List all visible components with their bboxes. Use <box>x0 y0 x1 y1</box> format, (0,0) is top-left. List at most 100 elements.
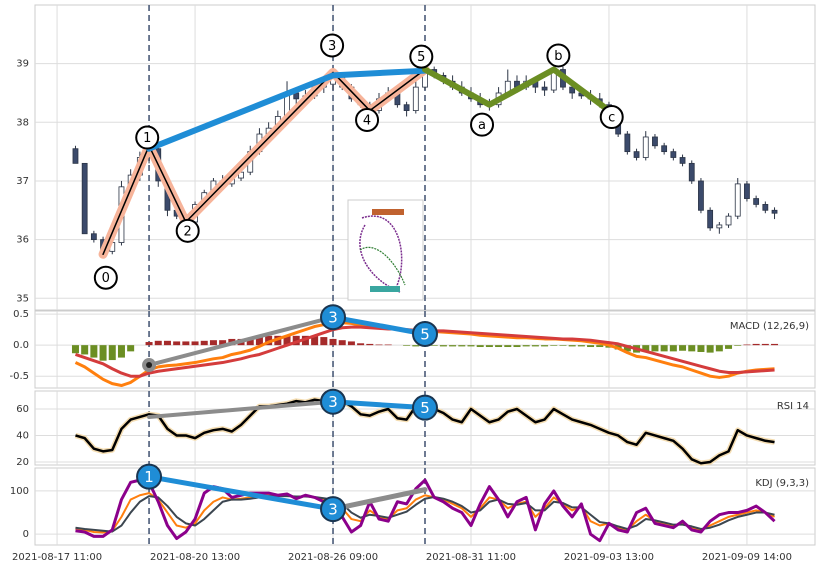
histogram-bar <box>163 340 171 346</box>
series-line <box>75 478 776 543</box>
candle-body <box>734 183 741 217</box>
histogram-bar <box>587 345 595 348</box>
histogram-bar <box>485 345 493 348</box>
histogram-bar <box>200 340 208 346</box>
wave-label: 3 <box>328 39 336 54</box>
wave-line <box>422 66 612 114</box>
wave-line <box>330 399 428 411</box>
y-tick-label: 0 <box>23 529 29 540</box>
y-tick-label: 60 <box>16 404 29 415</box>
wave-line <box>330 314 428 337</box>
histogram-bar <box>559 345 567 346</box>
wave-label: 5 <box>420 399 430 417</box>
histogram-bar <box>651 345 659 352</box>
histogram-bar <box>439 345 447 347</box>
wave-line <box>147 315 336 368</box>
wave-marker <box>599 105 624 130</box>
y-tick-label: 36 <box>16 235 29 246</box>
indicator-title: MACD (12,26,9) <box>730 321 809 332</box>
inset-image <box>347 199 424 301</box>
wave-label: 3 <box>328 309 338 327</box>
wave-marker <box>135 125 160 150</box>
histogram-bar <box>568 345 576 347</box>
wave-label: 3 <box>328 393 338 411</box>
histogram-bar <box>219 340 227 346</box>
candle-body <box>670 151 677 158</box>
histogram-bar <box>679 345 687 351</box>
x-tick-label: 2021-09-03 13:00 <box>564 552 654 563</box>
histogram-bar <box>99 345 107 361</box>
wave-line <box>147 399 336 419</box>
histogram-bar <box>467 345 475 347</box>
wave-marker <box>320 388 347 415</box>
histogram-bar <box>725 345 733 349</box>
histogram-bar <box>375 344 383 346</box>
histogram-bar <box>642 345 650 352</box>
histogram-bar <box>522 345 530 347</box>
wave-label: b <box>554 49 562 64</box>
y-tick-label: 0.5 <box>13 309 29 320</box>
candle-body <box>661 145 668 153</box>
wave-marker <box>470 112 495 137</box>
histogram-bar <box>182 341 190 346</box>
wave-label: 0 <box>102 271 110 286</box>
y-tick-label: 38 <box>16 117 29 128</box>
histogram-bar <box>173 341 181 346</box>
wave-label: 4 <box>363 113 371 128</box>
wave-label: 5 <box>417 50 425 65</box>
histogram-bar <box>357 343 365 346</box>
wave-marker <box>136 463 163 490</box>
histogram-bar <box>347 341 355 346</box>
histogram-bar <box>191 341 199 346</box>
wave-label: 1 <box>143 131 151 146</box>
x-tick-label: 2021-08-20 13:00 <box>150 552 240 563</box>
wave-marker <box>175 218 200 243</box>
wave-line <box>146 474 336 512</box>
histogram-bar <box>669 345 677 352</box>
candle-body <box>72 148 79 164</box>
indicator-title: RSI 14 <box>777 401 809 412</box>
histogram-bar <box>283 335 291 346</box>
histogram-bar <box>761 343 769 346</box>
histogram-bar <box>108 345 116 361</box>
histogram-bar <box>255 337 263 346</box>
y-tick-label: 40 <box>16 430 29 441</box>
wave-line <box>102 68 426 256</box>
wave-marker <box>93 265 118 290</box>
candle-body <box>90 233 97 241</box>
candle-body <box>81 162 88 235</box>
histogram-bar <box>660 345 668 352</box>
histogram-bar <box>338 340 346 346</box>
x-tick-label: 2021-08-31 11:00 <box>426 552 516 563</box>
histogram-bar <box>513 345 521 348</box>
candle-body <box>688 162 695 182</box>
candle-body <box>771 209 778 214</box>
candle-body <box>716 224 723 229</box>
wave-label: a <box>478 118 486 133</box>
candle-body <box>744 183 750 199</box>
pivot-dot-core <box>146 362 153 369</box>
wave-line <box>330 487 428 512</box>
histogram-bar <box>476 345 484 348</box>
histogram-bar <box>531 345 539 347</box>
y-tick-label: 100 <box>10 486 29 497</box>
wave-marker <box>320 33 345 58</box>
histogram-bar <box>71 345 79 354</box>
inset-track <box>359 246 406 286</box>
histogram-bar <box>81 345 89 355</box>
histogram-bar <box>550 345 558 346</box>
histogram-bar <box>145 342 153 346</box>
histogram-bar <box>752 343 760 346</box>
wave-marker <box>409 44 434 69</box>
histogram-bar <box>90 345 98 358</box>
y-tick-label: 0.0 <box>13 340 29 351</box>
histogram-bar <box>495 345 503 348</box>
wave-marker <box>320 496 347 523</box>
histogram-bar <box>246 338 254 346</box>
candle-body <box>652 136 658 147</box>
histogram-bar <box>366 343 374 346</box>
wave-marker <box>412 320 438 347</box>
candle-body <box>541 86 548 91</box>
histogram-bar <box>117 345 125 358</box>
